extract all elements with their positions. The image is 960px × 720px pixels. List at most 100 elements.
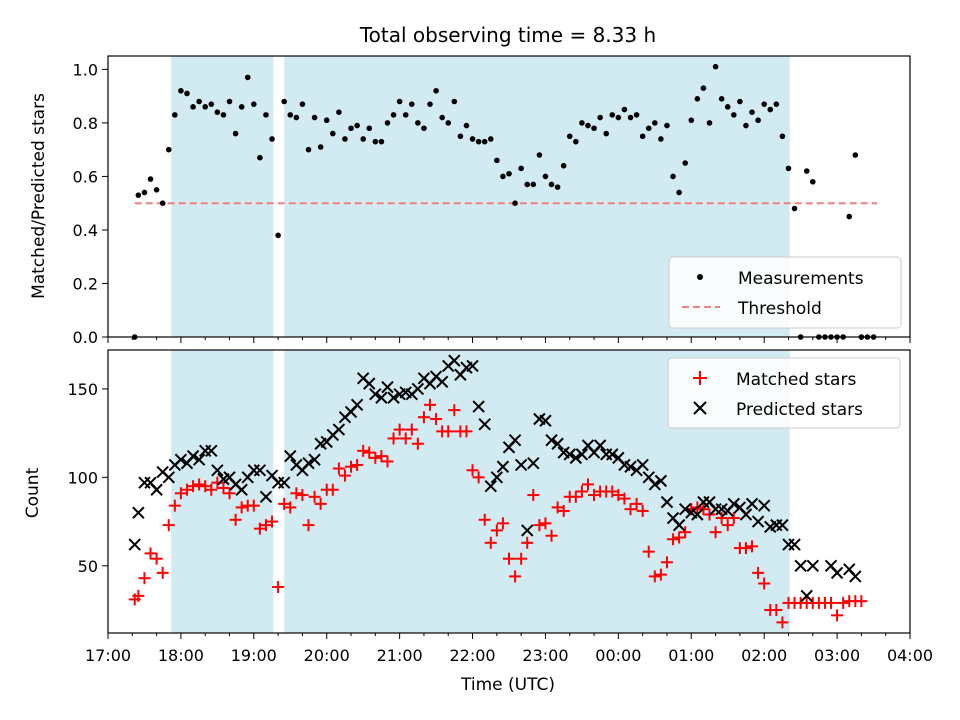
measurement-point xyxy=(330,130,336,137)
predicted-point-b xyxy=(411,382,425,396)
measurement-point xyxy=(202,104,209,110)
predicted-point-b xyxy=(186,449,200,463)
predicted-point xyxy=(235,483,248,496)
predicted-point-b xyxy=(259,490,273,504)
matched-point xyxy=(357,444,370,457)
predicted-point-b xyxy=(751,515,765,528)
matched-point xyxy=(825,596,838,609)
predicted-point xyxy=(484,479,497,493)
predicted-point-b xyxy=(606,448,619,461)
measurement-point xyxy=(178,87,184,94)
measurement-point xyxy=(645,125,652,132)
matched-point xyxy=(752,566,765,579)
predicted-point-b xyxy=(715,502,728,516)
matched-point xyxy=(132,589,145,602)
predicted-point-b xyxy=(654,474,668,488)
predicted-point-b xyxy=(545,433,558,447)
predicted-point-b xyxy=(192,453,206,466)
predicted-point-b xyxy=(332,423,346,436)
measurement-point xyxy=(214,109,221,115)
matched-point xyxy=(387,432,400,445)
matched-point xyxy=(272,581,285,594)
predicted-point xyxy=(569,451,583,465)
matched-point xyxy=(612,489,625,502)
matched-point xyxy=(296,489,309,502)
measurement-point xyxy=(670,173,676,180)
measurement-point xyxy=(682,160,688,166)
measurement-point xyxy=(554,184,561,190)
measurement-point xyxy=(809,178,816,185)
matched-point xyxy=(703,508,716,521)
measurement-point xyxy=(676,189,682,196)
measurement-point xyxy=(627,114,634,121)
predicted-point-b xyxy=(381,380,394,394)
legend-predicted-label: Predicted stars xyxy=(736,400,863,420)
matched-point xyxy=(721,519,734,532)
measurement-point xyxy=(190,104,196,110)
predicted-point xyxy=(757,499,771,512)
predicted-point-b xyxy=(399,386,412,399)
measurement-point xyxy=(433,87,439,94)
measurement-point xyxy=(633,112,640,118)
bottom-y-tick-label: 50 xyxy=(78,557,98,576)
legend-matched-label: Matched stars xyxy=(736,370,856,390)
matched-point xyxy=(697,503,710,516)
bottom-y-axis-label: Count xyxy=(23,467,43,518)
predicted-point-b xyxy=(666,511,680,525)
x-tick-label: 18:00 xyxy=(158,646,204,665)
bottom-y-tick-label: 150 xyxy=(67,380,98,399)
predicted-point-b xyxy=(265,469,279,482)
predicted-point xyxy=(211,464,224,477)
x-tick-label: 19:00 xyxy=(231,646,277,665)
measurement-point xyxy=(396,98,403,105)
predicted-point xyxy=(800,589,813,603)
matched-point xyxy=(606,485,619,498)
predicted-point-b xyxy=(448,354,461,367)
measurement-point xyxy=(481,138,488,145)
predicted-point-b xyxy=(581,439,595,452)
matched-point xyxy=(466,464,479,477)
matched-point xyxy=(739,542,752,555)
predicted-point-b xyxy=(253,464,267,477)
matched-point xyxy=(193,478,206,491)
predicted-point xyxy=(363,377,376,390)
predicted-point xyxy=(648,478,662,491)
matched-point xyxy=(235,501,248,514)
measurement-point xyxy=(487,136,494,142)
measurement-point xyxy=(494,157,500,164)
predicted-point xyxy=(508,433,522,447)
predicted-point xyxy=(150,483,163,496)
measurement-point xyxy=(354,122,360,129)
predicted-point-b xyxy=(350,398,364,412)
matched-point xyxy=(229,513,242,526)
matched-point xyxy=(648,570,661,583)
predicted-point-b xyxy=(162,471,175,484)
measurement-point xyxy=(712,63,719,70)
predicted-point xyxy=(128,538,141,551)
measurement-point xyxy=(208,101,215,107)
measurement-point xyxy=(147,176,154,182)
measurement-point xyxy=(390,112,397,118)
predicted-point xyxy=(521,524,534,537)
bottom-legend: Matched stars Predicted stars xyxy=(667,357,901,429)
measurement-point xyxy=(439,114,445,121)
x-tick-label: 21:00 xyxy=(377,646,423,665)
measurement-point xyxy=(512,200,518,206)
predicted-point-b xyxy=(308,453,321,466)
predicted-point-b xyxy=(417,372,431,385)
predicted-point xyxy=(776,518,789,532)
measurement-point xyxy=(165,146,172,153)
matched-point xyxy=(727,512,740,525)
matched-point xyxy=(156,566,169,579)
measurement-point xyxy=(548,181,555,188)
measurement-point xyxy=(664,122,670,129)
measurement-point xyxy=(238,104,245,110)
predicted-point-b xyxy=(788,538,801,551)
measurement-point xyxy=(360,136,366,142)
predicted-point xyxy=(332,423,346,436)
predicted-point-b xyxy=(703,495,716,509)
predicted-point xyxy=(381,380,394,394)
predicted-point xyxy=(277,476,291,489)
measurement-point xyxy=(263,112,269,118)
